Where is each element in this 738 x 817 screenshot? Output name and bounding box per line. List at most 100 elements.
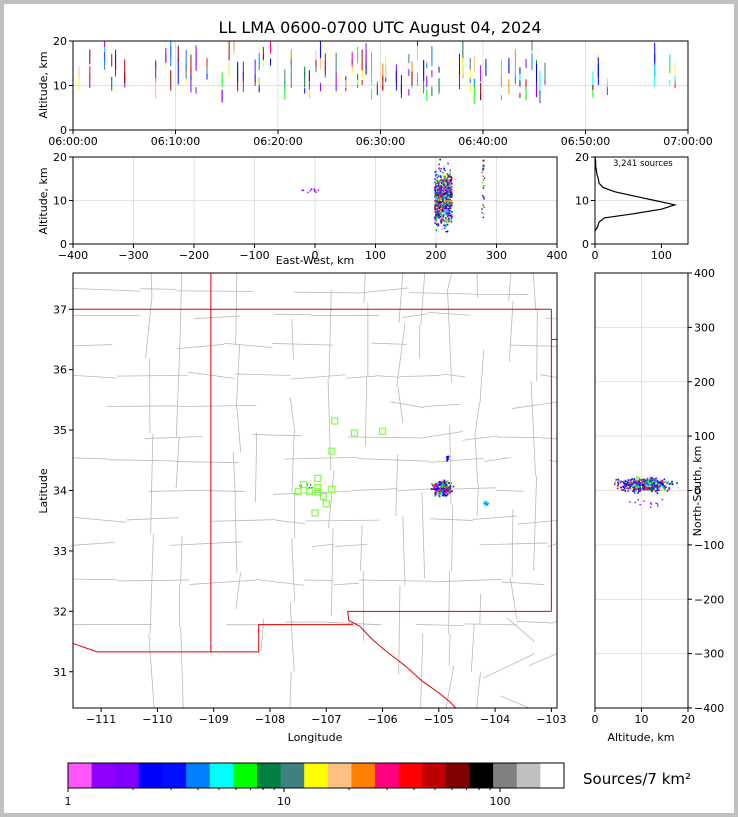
altitude-northsouth-source xyxy=(635,489,637,492)
eastwest-altitude-source xyxy=(447,221,450,224)
plan-view-source xyxy=(483,501,486,503)
plan-view-source xyxy=(484,504,486,506)
eastwest-altitude-source xyxy=(447,189,450,191)
eastwest-altitude-source xyxy=(447,213,450,215)
altitude-histogram-ytick-label: 20 xyxy=(575,151,589,164)
eastwest-altitude-source xyxy=(438,189,440,192)
altitude-northsouth-ticks: 0 10 20−400 −300 −200 −100 0 100 200 300 400 xyxy=(592,267,725,726)
plan-view-source xyxy=(445,484,448,487)
eastwest-altitude-xtick-label: −300 xyxy=(118,249,148,262)
altitude-northsouth-source xyxy=(635,481,638,484)
plan-view-source xyxy=(441,494,444,497)
eastwest-altitude-source xyxy=(444,192,446,195)
eastwest-altitude-source xyxy=(449,172,451,174)
plan-view-xtick-label: −104 xyxy=(480,713,510,726)
figure-canvas: LL LMA 0600-0700 UTC August 04, 2024 06:… xyxy=(37,18,725,808)
colorbar-cell xyxy=(68,763,93,788)
plan-view-xtick-label: −108 xyxy=(255,713,285,726)
plan-view-source xyxy=(448,482,450,485)
altitude-northsouth-source xyxy=(661,481,664,484)
eastwest-altitude-source xyxy=(446,212,448,214)
eastwest-altitude-source xyxy=(434,211,437,214)
eastwest-altitude-source xyxy=(434,178,436,180)
altitude-northsouth-source xyxy=(667,488,669,491)
altitude-northsouth-source xyxy=(627,487,630,490)
county-border-segment xyxy=(149,489,209,492)
plan-view-ylabel: Latitude xyxy=(37,468,50,514)
county-border-segment xyxy=(289,671,292,708)
altitude-northsouth-source xyxy=(633,488,636,490)
eastwest-altitude-source xyxy=(448,199,450,202)
eastwest-altitude-source xyxy=(438,214,440,216)
eastwest-altitude-source xyxy=(450,196,452,198)
eastwest-altitude-source xyxy=(438,210,440,212)
eastwest-altitude-source xyxy=(440,186,443,189)
county-border-segment xyxy=(419,431,463,439)
eastwest-altitude-source xyxy=(482,159,485,161)
altitude-northsouth-source xyxy=(659,485,662,488)
eastwest-altitude-source xyxy=(482,167,484,169)
plan-view-sources xyxy=(299,455,489,507)
eastwest-altitude-source xyxy=(443,166,445,168)
eastwest-altitude-source xyxy=(447,211,449,214)
eastwest-altitude-source xyxy=(443,172,446,175)
plan-view-source xyxy=(440,490,443,492)
lma-station-marker xyxy=(314,483,322,492)
county-border-segment xyxy=(117,374,188,377)
altitude-northsouth-source xyxy=(635,485,637,487)
county-border-segment xyxy=(430,518,473,521)
plan-view-source xyxy=(442,489,445,491)
altitude-northsouth-ytick-label: 200 xyxy=(694,376,715,389)
eastwest-altitude-source xyxy=(436,176,439,179)
altitude-northsouth-source xyxy=(634,482,637,484)
eastwest-altitude-source xyxy=(445,219,448,222)
altitude-northsouth-source xyxy=(641,485,644,488)
county-border-segment xyxy=(255,432,258,503)
plan-view-source xyxy=(440,482,442,485)
eastwest-altitude-source xyxy=(438,184,441,186)
altitude-northsouth-source xyxy=(622,481,625,484)
altitude-histogram-xtick-label: 100 xyxy=(651,249,672,262)
eastwest-altitude-source xyxy=(449,195,451,198)
county-border-segment xyxy=(148,634,155,708)
county-border-segment xyxy=(398,273,404,324)
eastwest-altitude-source xyxy=(434,190,437,193)
eastwest-altitude-source xyxy=(435,192,438,195)
plan-view-source xyxy=(435,489,438,491)
county-border-segment xyxy=(427,312,471,316)
eastwest-altitude-source xyxy=(482,213,485,215)
eastwest-altitude-source xyxy=(440,184,442,187)
plan-view-source xyxy=(308,486,311,489)
county-border-segment xyxy=(424,403,461,407)
altitude-northsouth-source xyxy=(647,485,649,488)
altitude-northsouth-source xyxy=(638,484,641,487)
colorbar-cell xyxy=(445,763,471,788)
eastwest-altitude-source xyxy=(437,188,440,191)
plan-view-ticks: −111 −110 −109 −108 −107 −106 −105 −104 −103 31 32… xyxy=(53,303,566,726)
eastwest-altitude-source xyxy=(447,179,449,181)
altitude-northsouth-source xyxy=(632,486,635,489)
altitude-northsouth-source xyxy=(640,479,643,481)
altitude-northsouth-source xyxy=(645,484,648,487)
plan-view-source xyxy=(433,487,436,490)
eastwest-altitude-source xyxy=(446,187,449,189)
altitude-northsouth-source xyxy=(633,489,635,491)
eastwest-altitude-source xyxy=(450,217,453,220)
eastwest-altitude-source xyxy=(434,216,436,219)
eastwest-altitude-source xyxy=(450,214,453,216)
eastwest-altitude-source xyxy=(435,194,437,196)
eastwest-altitude-source xyxy=(482,167,485,170)
eastwest-altitude-source xyxy=(435,196,438,198)
altitude-northsouth-source xyxy=(621,480,624,483)
eastwest-altitude-source xyxy=(438,167,440,170)
altitude-northsouth-source xyxy=(649,482,652,485)
eastwest-altitude-source xyxy=(450,189,452,192)
county-border-segment xyxy=(363,273,366,303)
county-border-segment xyxy=(440,373,466,378)
eastwest-altitude-source xyxy=(440,182,443,185)
county-border-segment xyxy=(531,436,557,440)
county-border-segment xyxy=(235,572,241,610)
plan-view-source xyxy=(439,491,442,494)
lma-station-marker xyxy=(305,488,313,496)
eastwest-altitude-source xyxy=(449,206,452,209)
